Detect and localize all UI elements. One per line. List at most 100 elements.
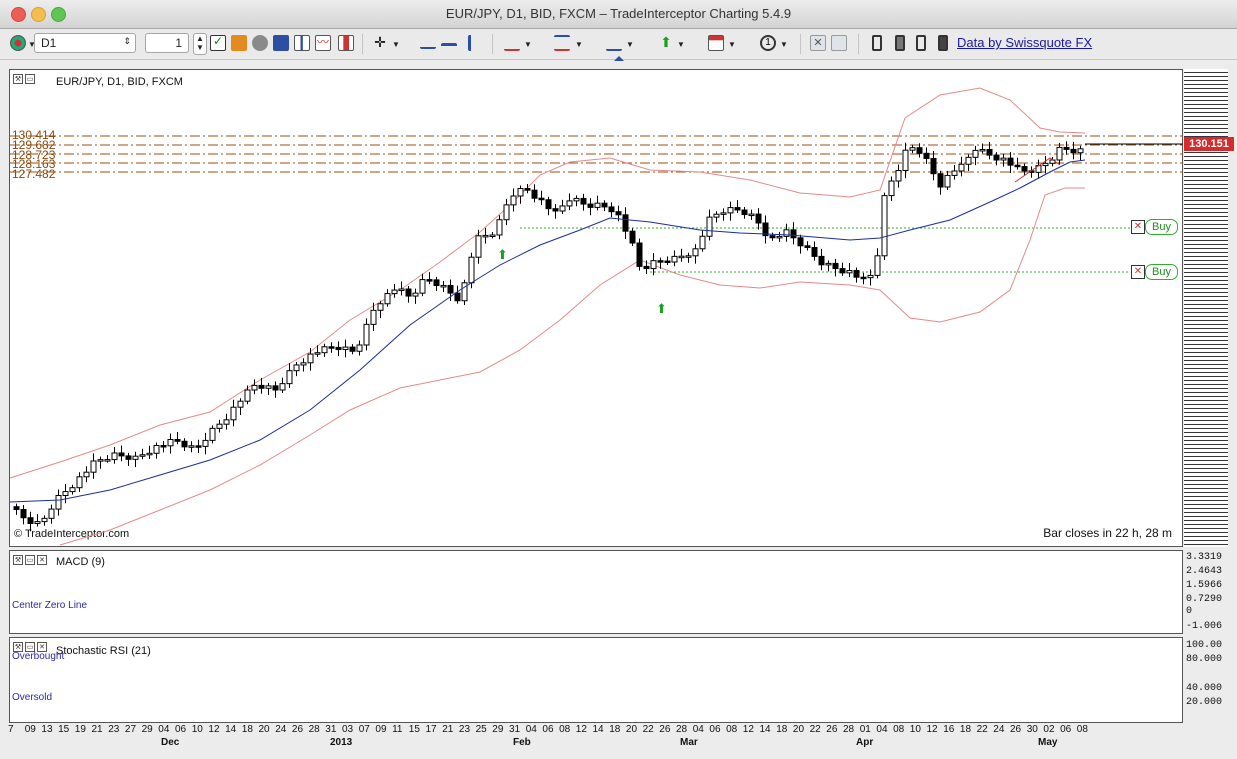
stoch-rsi-panel[interactable]: ⚒ ▭ ✕ Stochastic RSI (21) Overbought Ove… — [9, 637, 1183, 723]
date-axis[interactable]: 7 09 13 15 19 21 23 27 29 04 06 10 12 14 18 20 24 26 28 31 0… — [0, 722, 1184, 759]
candle-body — [818, 255, 825, 266]
text-icon[interactable] — [273, 35, 289, 51]
candle-chart-icon[interactable] — [338, 35, 354, 51]
clock-icon[interactable]: 1 — [760, 35, 776, 51]
macd-panel[interactable]: ⚒ ▭ ✕ MACD (9) Center Zero Line — [9, 550, 1183, 634]
candle-body — [41, 517, 48, 523]
candle-single-icon[interactable] — [872, 35, 882, 51]
close-window-button[interactable] — [11, 7, 26, 22]
date-tick-label: 21 — [91, 724, 103, 735]
restore-icon[interactable]: ▭ — [25, 74, 35, 84]
buy-order-tag[interactable]: Buy — [1145, 264, 1178, 280]
date-tick-label: 10 — [191, 724, 203, 735]
count-input[interactable]: 1 — [145, 33, 189, 53]
candle-body — [713, 213, 720, 218]
bar-close-countdown: Bar closes in 22 h, 28 m — [1043, 526, 1172, 540]
gear-icon[interactable] — [252, 35, 268, 51]
line-chart-icon[interactable]: 〰 — [315, 35, 331, 51]
app-icon[interactable] — [10, 35, 26, 51]
restore-icon[interactable]: ▭ — [25, 642, 35, 652]
wrench-icon[interactable]: ⚒ — [13, 555, 23, 565]
cancel-order-icon[interactable]: ✕ — [1131, 265, 1145, 279]
chevron-down-icon[interactable]: ▼ — [392, 40, 400, 49]
candle-body — [944, 174, 951, 188]
indicator-icon[interactable] — [606, 35, 622, 51]
restore-icon[interactable]: ▭ — [25, 555, 35, 565]
candle-body — [741, 209, 748, 216]
timeframe-select[interactable]: D1 ⇕ — [34, 33, 136, 53]
crosshair-icon[interactable]: ✛ — [374, 34, 386, 50]
date-tick-label: 14 — [759, 724, 771, 735]
candle-body — [867, 274, 874, 279]
zoom-window-button[interactable] — [51, 7, 66, 22]
chevron-down-icon[interactable]: ▼ — [524, 40, 532, 49]
chevron-down-icon[interactable]: ▼ — [677, 40, 685, 49]
data-source-link[interactable]: Data by Swissquote FX — [957, 35, 1093, 50]
close-icon[interactable]: ✕ — [37, 642, 47, 652]
candle-body — [692, 248, 699, 257]
horizontal-line-icon[interactable] — [441, 43, 457, 51]
candle-body — [146, 452, 153, 456]
candle-body — [181, 440, 188, 448]
candle-triple-icon[interactable] — [916, 35, 926, 51]
candle-body — [202, 439, 209, 447]
candle-body — [685, 255, 692, 258]
candle-double-icon[interactable] — [895, 35, 905, 51]
candle-body — [538, 197, 545, 201]
stoch-axis-label: 40.000 — [1186, 683, 1223, 694]
buy-arrow-icon[interactable]: ⬆ — [660, 34, 672, 50]
candle-full-icon[interactable] — [938, 35, 948, 51]
fibonacci-icon[interactable] — [554, 35, 570, 51]
close-icon[interactable]: ✕ — [37, 555, 47, 565]
check-icon[interactable]: ✓ — [210, 34, 226, 51]
chevron-down-icon[interactable]: ▼ — [28, 40, 36, 49]
candle-body — [209, 427, 216, 441]
toolbar-separator — [362, 34, 363, 54]
minimize-window-button[interactable] — [31, 7, 46, 22]
main-chart-panel[interactable]: ⚒ ▭ EUR/JPY, D1, BID, FXCM © TradeInterc… — [9, 69, 1183, 547]
candle-body — [636, 242, 643, 267]
date-tick-label: 31 — [325, 724, 337, 735]
date-tick-label: 12 — [742, 724, 754, 735]
date-tick-label: 21 — [442, 724, 454, 735]
candle-body — [951, 170, 958, 176]
wrench-icon[interactable]: ⚒ — [13, 642, 23, 652]
vertical-line-icon[interactable] — [468, 35, 474, 51]
candle-body — [510, 195, 517, 206]
date-tick-label: 04 — [876, 724, 888, 735]
delete-icon[interactable]: ✕ — [810, 35, 826, 51]
candle-body — [307, 353, 314, 364]
candle-body — [874, 255, 881, 276]
pencil-icon[interactable] — [231, 35, 247, 51]
chevron-down-icon[interactable]: ▼ — [575, 40, 583, 49]
candle-body — [454, 292, 461, 302]
candle-body — [804, 245, 811, 248]
candle-body — [69, 487, 76, 493]
wrench-icon[interactable]: ⚒ — [13, 74, 23, 84]
toolbar-separator — [800, 34, 801, 54]
trendline-icon[interactable] — [420, 39, 436, 49]
date-tick-label: 12 — [926, 724, 938, 735]
toolbar: ▼ D1 ⇕ 1 ▲ ▼ ✓ 〰 ✛ ▼ ▼ ▼ ▼ ⬆ ▼ ▼ 1 ▼ ✕ Da… — [0, 29, 1237, 61]
candle-body — [76, 476, 83, 489]
edit-icon[interactable] — [831, 35, 847, 51]
date-tick-label: 04 — [158, 724, 170, 735]
chevron-down-icon[interactable]: ▼ — [780, 40, 788, 49]
chevron-down-icon[interactable]: ▼ — [626, 40, 634, 49]
count-stepper[interactable]: ▲ ▼ — [193, 33, 207, 55]
buy-order-tag[interactable]: Buy — [1145, 219, 1178, 235]
candle-body — [412, 292, 419, 297]
candle-body — [958, 163, 965, 172]
candle-body — [545, 199, 552, 210]
candle-body — [475, 235, 482, 258]
candle-body — [405, 288, 412, 297]
date-tick-label: 08 — [726, 724, 738, 735]
channel-icon[interactable] — [504, 35, 520, 51]
chart-title: EUR/JPY, D1, BID, FXCM — [56, 76, 183, 88]
candle-body — [524, 188, 531, 191]
chevron-down-icon[interactable]: ▼ — [728, 40, 736, 49]
cancel-order-icon[interactable]: ✕ — [1131, 220, 1145, 234]
template-icon[interactable] — [708, 35, 724, 51]
bar-chart-icon[interactable] — [294, 35, 310, 51]
candle-body — [531, 189, 538, 199]
